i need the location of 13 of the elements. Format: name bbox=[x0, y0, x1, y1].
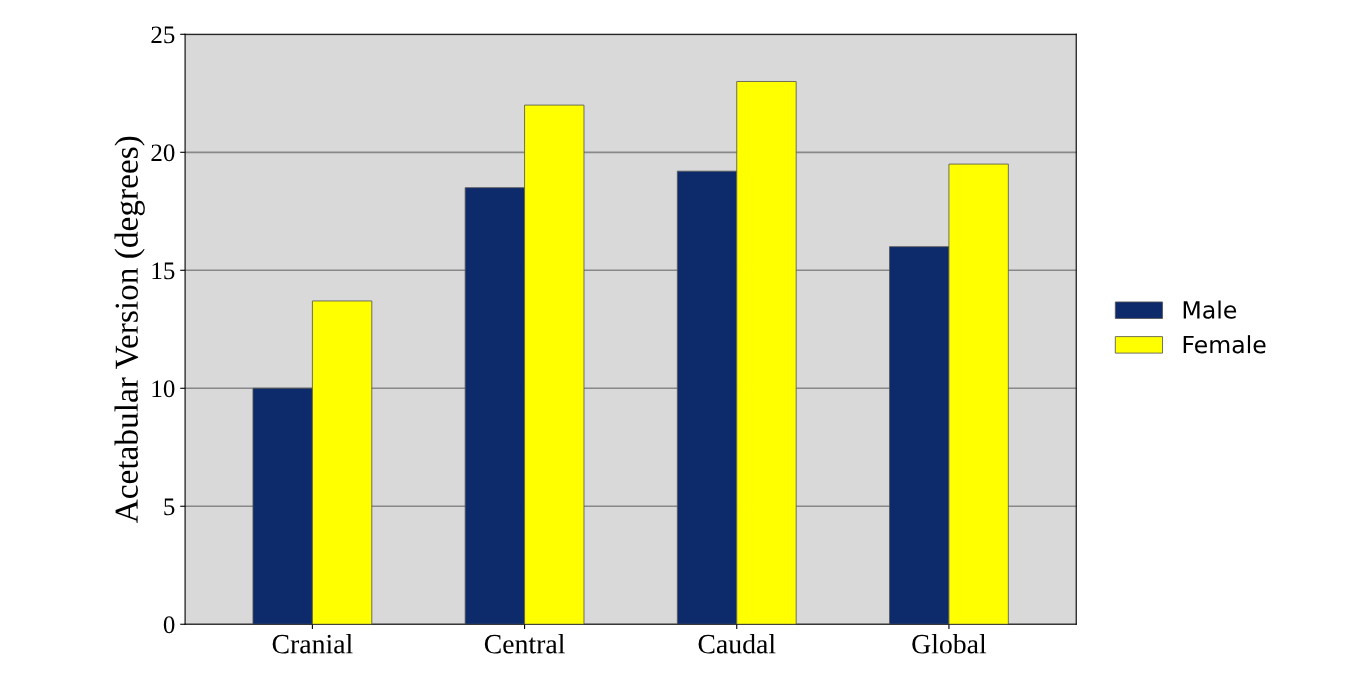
x-tick-label: Cranial bbox=[272, 633, 353, 654]
x-tick-label: Central bbox=[484, 633, 565, 654]
y-axis-title: Acetabular Version (degrees) bbox=[114, 136, 145, 524]
y-tick-label: 0 bbox=[163, 616, 175, 634]
y-tick-label: 25 bbox=[151, 26, 175, 44]
legend-label: Female bbox=[1183, 335, 1266, 354]
y-tick-label: 10 bbox=[152, 380, 175, 398]
y-tick-label: 15 bbox=[152, 262, 175, 280]
legend-label: Male bbox=[1183, 300, 1237, 319]
x-tick-label: Caudal bbox=[698, 633, 776, 654]
y-tick-label: 20 bbox=[151, 144, 175, 162]
x-tick-label: Global bbox=[912, 633, 987, 654]
y-tick-label: 5 bbox=[164, 498, 175, 516]
